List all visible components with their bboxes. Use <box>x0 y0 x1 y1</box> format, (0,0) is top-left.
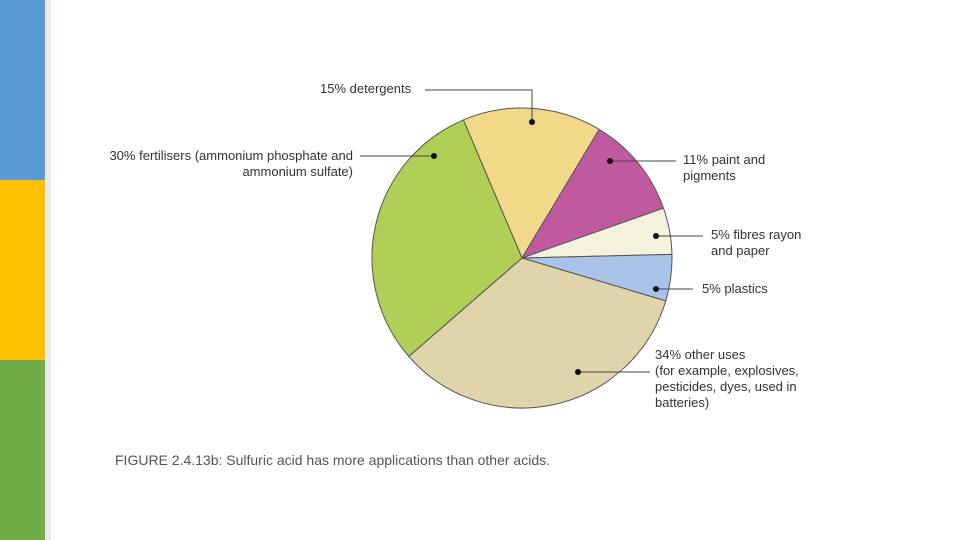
slice-label: 34% other uses (for example, explosives, … <box>655 347 807 411</box>
accent-bar <box>0 360 45 540</box>
category-label: paint and pigments <box>683 152 766 183</box>
leader-line <box>425 89 533 122</box>
caption: FIGURE 2.4.13b: Sulfuric acid has more a… <box>115 452 550 468</box>
category-label: fibres rayon and paper <box>711 227 802 258</box>
value-label: 5% <box>702 281 721 296</box>
leader-dot <box>529 119 535 125</box>
leader-dot <box>575 369 581 375</box>
slice-label: 15% detergents <box>320 81 411 97</box>
value-label: 34% <box>655 347 682 362</box>
category-label: detergents <box>349 81 412 96</box>
accent-bar <box>0 180 45 360</box>
accent-bar <box>0 0 45 180</box>
pie-slice <box>408 257 667 409</box>
accent-edge <box>45 0 51 540</box>
annotation: (for example, explosives, pesticides, dy… <box>655 363 799 410</box>
value-label: 5% <box>711 227 730 242</box>
slice-label: 5% fibres rayon and paper <box>711 227 819 259</box>
leader-dot <box>431 153 437 159</box>
category-label: plastics <box>724 281 768 296</box>
leader-dot <box>653 233 659 239</box>
value-label: 15% <box>320 81 347 96</box>
slice-label: 5% plastics <box>702 281 768 297</box>
leader-dot <box>607 158 613 164</box>
value-label: 30% <box>109 148 136 163</box>
category-label: fertilisers (ammonium phosphate and ammo… <box>139 148 353 179</box>
category-label: other uses <box>684 347 746 362</box>
value-label: 11% <box>683 152 709 167</box>
slice-label: 30% fertilisers (ammonium phosphate and … <box>108 148 353 180</box>
pie-slice <box>371 119 523 358</box>
slice-label: 11% paint and pigments <box>683 152 783 184</box>
leader-dot <box>653 286 659 292</box>
pie-slice <box>520 128 665 259</box>
